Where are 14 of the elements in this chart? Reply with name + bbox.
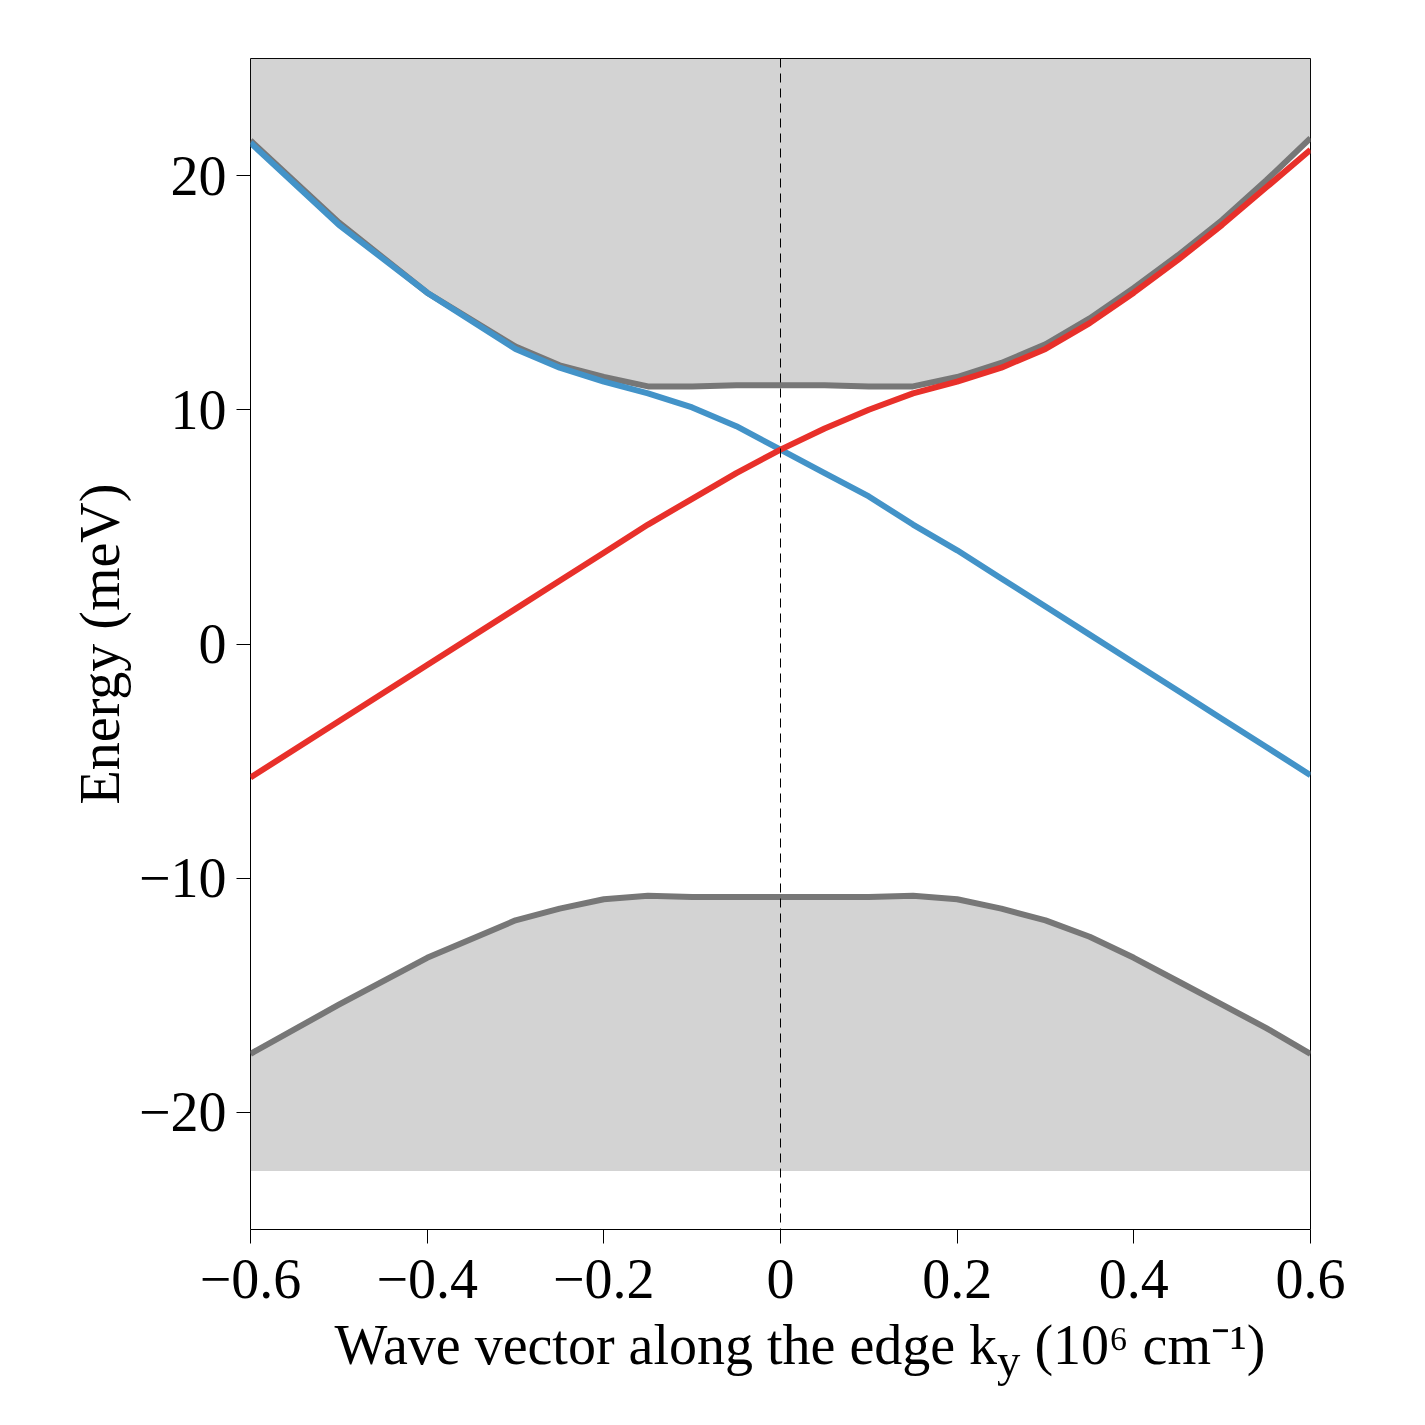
y-tick-label: 10: [170, 378, 227, 441]
x-tick-label: 0: [766, 1247, 795, 1310]
x-tick-label: −0.4: [376, 1247, 478, 1310]
y-axis-title: Energy (meV): [68, 483, 132, 805]
y-tick-label: −10: [138, 847, 227, 910]
x-tick-label: 0.6: [1275, 1247, 1346, 1310]
y-tick-label: −20: [138, 1081, 227, 1144]
y-tick-label: 20: [170, 144, 227, 207]
x-tick-label: −0.2: [553, 1247, 655, 1310]
x-axis-title: Wave vector along the edge k$_{y}$ (10⁶ cm⁻¹): [334, 1314, 1266, 1387]
x-tick-label: 0.4: [1098, 1247, 1169, 1310]
y-tick-label: 0: [198, 613, 227, 675]
x-tick-label: −0.6: [199, 1247, 302, 1310]
x-tick-label: 0.2: [922, 1247, 993, 1310]
